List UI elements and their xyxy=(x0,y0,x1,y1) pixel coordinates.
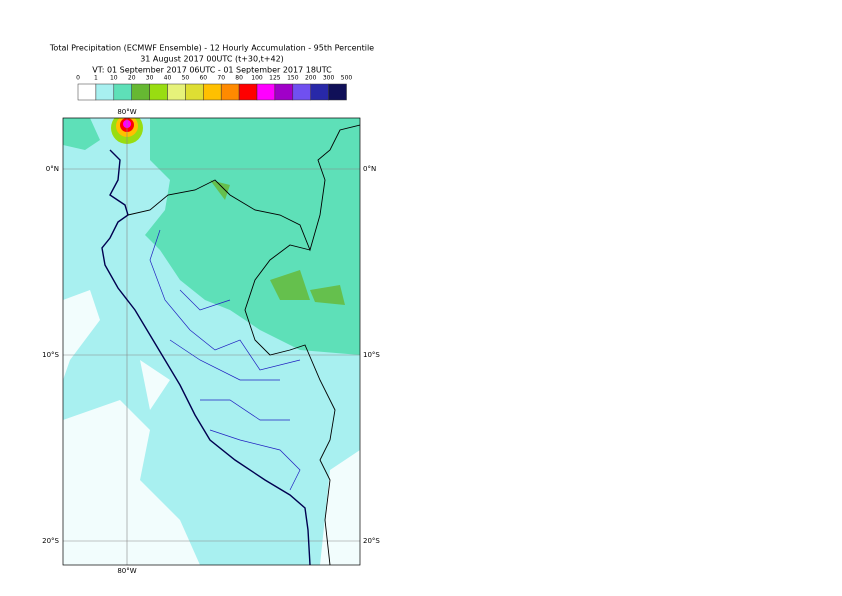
moderate-precip-area xyxy=(63,118,100,150)
legend-label: 125 xyxy=(269,75,281,82)
lat-label: 20°S xyxy=(42,537,59,545)
legend-label: 10 xyxy=(110,75,118,82)
dry-area xyxy=(63,290,360,565)
legend-swatch xyxy=(95,83,115,101)
legend-swatch xyxy=(113,83,132,101)
legend-label: 20 xyxy=(128,75,136,82)
lon-label: 80°W xyxy=(117,108,136,116)
lat-labels: 0°N 0°N 10°S 10°S 20°S 20°S xyxy=(42,165,380,545)
lon-label: 80°W xyxy=(117,567,136,575)
legend-swatch xyxy=(274,83,294,101)
legend-swatch xyxy=(149,83,168,101)
country-border xyxy=(244,244,336,565)
legend-label: 70 xyxy=(217,75,225,82)
legend-swatch xyxy=(131,83,150,101)
region-border xyxy=(149,229,301,491)
legend-swatch xyxy=(185,83,204,101)
legend-label: 1 xyxy=(94,75,98,82)
legend-swatch xyxy=(238,83,258,101)
title-line: Total Precipitation (ECMWF Ensemble) - 1… xyxy=(49,44,374,53)
lat-label: 0°N xyxy=(46,165,59,173)
title-line: 31 August 2017 00UTC (t+30,t+42) xyxy=(140,55,284,64)
legend-swatch xyxy=(310,83,329,101)
legend-label: 50 xyxy=(182,75,190,82)
legend-label: 500 xyxy=(341,75,353,82)
map-frame xyxy=(62,117,361,566)
lat-label: 0°N xyxy=(363,165,376,173)
legend-swatch xyxy=(203,83,222,101)
lat-label: 10°S xyxy=(42,351,59,359)
country-border xyxy=(127,124,360,252)
legend-label: 0 xyxy=(76,75,80,82)
legend-label: 30 xyxy=(146,75,154,82)
lat-label: 10°S xyxy=(363,351,380,359)
heavy-precip-patch xyxy=(210,180,345,305)
legend-label: 60 xyxy=(199,75,207,82)
legend-swatch xyxy=(292,83,311,101)
legend-swatch xyxy=(328,83,347,101)
title-line: VT: 01 September 2017 06UTC - 01 Septemb… xyxy=(92,66,332,75)
map-area xyxy=(63,118,360,565)
legend-label: 40 xyxy=(164,75,172,82)
legend-swatch xyxy=(77,83,97,101)
coastline xyxy=(101,149,311,565)
lat-label: 20°S xyxy=(363,537,380,545)
legend-label: 200 xyxy=(305,75,317,82)
legend-swatch xyxy=(220,83,240,101)
title-block: Total Precipitation (ECMWF Ensemble) - 1… xyxy=(49,44,374,75)
legend-label: 300 xyxy=(323,75,335,82)
legend-label: 80 xyxy=(235,75,243,82)
legend-label: 100 xyxy=(251,75,263,82)
legend-swatch xyxy=(256,83,276,101)
legend: 0 1 10 20 30 40 50 60 70 80 100 125 150 200 300 500 xyxy=(76,75,352,101)
legend-swatch xyxy=(167,83,186,101)
legend-label: 150 xyxy=(287,75,299,82)
